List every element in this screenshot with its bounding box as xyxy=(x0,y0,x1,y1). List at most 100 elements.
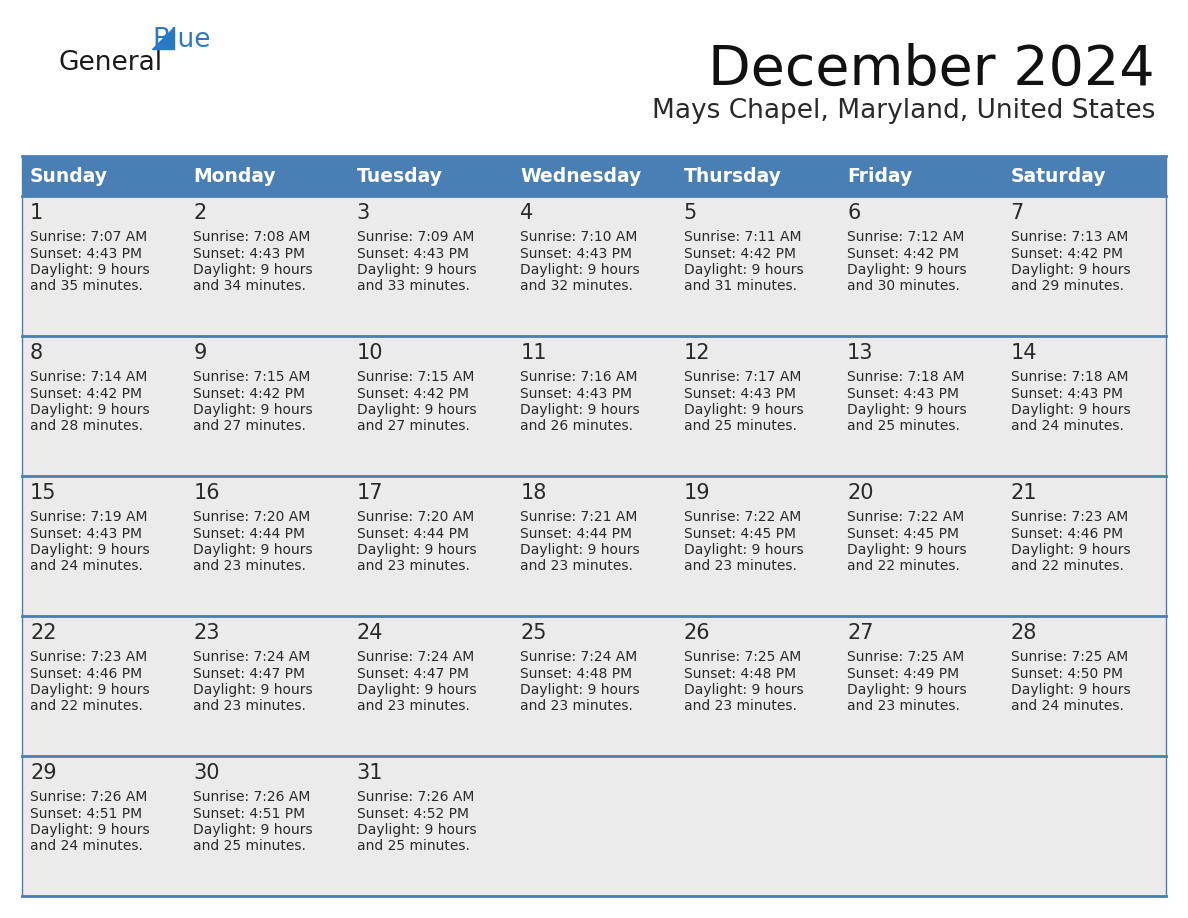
Text: Sunrise: 7:18 AM: Sunrise: 7:18 AM xyxy=(847,370,965,384)
Text: and 30 minutes.: and 30 minutes. xyxy=(847,279,960,294)
Text: Sunset: 4:43 PM: Sunset: 4:43 PM xyxy=(520,247,632,261)
Bar xyxy=(349,336,512,476)
Text: Sunset: 4:47 PM: Sunset: 4:47 PM xyxy=(194,666,305,680)
Text: Sunset: 4:43 PM: Sunset: 4:43 PM xyxy=(847,386,959,400)
Bar xyxy=(1003,336,1165,476)
Text: and 24 minutes.: and 24 minutes. xyxy=(1011,700,1124,713)
Text: Sunset: 4:42 PM: Sunset: 4:42 PM xyxy=(356,386,469,400)
Text: 4: 4 xyxy=(520,203,533,223)
Bar xyxy=(23,476,185,616)
Text: Sunset: 4:44 PM: Sunset: 4:44 PM xyxy=(194,527,305,541)
Text: 8: 8 xyxy=(30,343,43,363)
Text: and 22 minutes.: and 22 minutes. xyxy=(847,559,960,574)
Text: 2: 2 xyxy=(194,203,207,223)
Text: Sunset: 4:43 PM: Sunset: 4:43 PM xyxy=(194,247,305,261)
Bar xyxy=(676,336,839,476)
Bar xyxy=(349,756,512,896)
Bar xyxy=(839,196,1003,336)
Text: Blue: Blue xyxy=(152,27,210,53)
Text: and 32 minutes.: and 32 minutes. xyxy=(520,279,633,294)
Text: Tuesday: Tuesday xyxy=(356,166,443,185)
Text: Sunset: 4:43 PM: Sunset: 4:43 PM xyxy=(684,386,796,400)
Text: Sunrise: 7:26 AM: Sunrise: 7:26 AM xyxy=(194,790,311,804)
Text: and 25 minutes.: and 25 minutes. xyxy=(194,839,307,854)
Text: 19: 19 xyxy=(684,483,710,503)
Text: Sunrise: 7:23 AM: Sunrise: 7:23 AM xyxy=(30,650,147,664)
Bar xyxy=(23,756,185,896)
Text: Sunset: 4:42 PM: Sunset: 4:42 PM xyxy=(684,247,796,261)
Text: Daylight: 9 hours: Daylight: 9 hours xyxy=(1011,543,1130,557)
Text: Sunrise: 7:17 AM: Sunrise: 7:17 AM xyxy=(684,370,801,384)
Text: Sunrise: 7:24 AM: Sunrise: 7:24 AM xyxy=(520,650,638,664)
Text: Sunset: 4:42 PM: Sunset: 4:42 PM xyxy=(30,386,143,400)
Bar xyxy=(349,476,512,616)
Text: 25: 25 xyxy=(520,623,546,643)
Text: Sunrise: 7:23 AM: Sunrise: 7:23 AM xyxy=(1011,510,1127,524)
Text: Daylight: 9 hours: Daylight: 9 hours xyxy=(194,543,314,557)
Text: and 26 minutes.: and 26 minutes. xyxy=(520,420,633,433)
Text: and 23 minutes.: and 23 minutes. xyxy=(520,700,633,713)
Text: Sunset: 4:50 PM: Sunset: 4:50 PM xyxy=(1011,666,1123,680)
Text: Daylight: 9 hours: Daylight: 9 hours xyxy=(194,403,314,417)
Text: 15: 15 xyxy=(30,483,57,503)
Bar xyxy=(23,616,185,756)
Text: 6: 6 xyxy=(847,203,860,223)
Text: Daylight: 9 hours: Daylight: 9 hours xyxy=(1011,403,1130,417)
Bar xyxy=(512,756,676,896)
Text: Sunset: 4:49 PM: Sunset: 4:49 PM xyxy=(847,666,959,680)
Text: 16: 16 xyxy=(194,483,220,503)
Text: Sunset: 4:51 PM: Sunset: 4:51 PM xyxy=(30,807,143,821)
Text: Sunrise: 7:12 AM: Sunrise: 7:12 AM xyxy=(847,230,965,244)
Text: Daylight: 9 hours: Daylight: 9 hours xyxy=(30,683,150,697)
Bar xyxy=(839,756,1003,896)
Text: and 23 minutes.: and 23 minutes. xyxy=(356,559,469,574)
Text: Sunset: 4:48 PM: Sunset: 4:48 PM xyxy=(684,666,796,680)
Bar xyxy=(512,616,676,756)
Text: Daylight: 9 hours: Daylight: 9 hours xyxy=(847,263,967,277)
Text: 12: 12 xyxy=(684,343,710,363)
Text: Sunday: Sunday xyxy=(30,166,108,185)
Text: and 22 minutes.: and 22 minutes. xyxy=(30,700,143,713)
Text: 29: 29 xyxy=(30,763,57,783)
Text: 18: 18 xyxy=(520,483,546,503)
Text: December 2024: December 2024 xyxy=(708,43,1155,97)
Text: 1: 1 xyxy=(30,203,43,223)
Text: Sunrise: 7:13 AM: Sunrise: 7:13 AM xyxy=(1011,230,1127,244)
Text: 26: 26 xyxy=(684,623,710,643)
Text: and 33 minutes.: and 33 minutes. xyxy=(356,279,469,294)
Text: and 24 minutes.: and 24 minutes. xyxy=(1011,420,1124,433)
Bar xyxy=(839,336,1003,476)
Text: Sunrise: 7:18 AM: Sunrise: 7:18 AM xyxy=(1011,370,1129,384)
Bar xyxy=(349,616,512,756)
Text: and 25 minutes.: and 25 minutes. xyxy=(684,420,797,433)
Bar xyxy=(185,336,349,476)
Text: and 24 minutes.: and 24 minutes. xyxy=(30,559,143,574)
Text: and 34 minutes.: and 34 minutes. xyxy=(194,279,307,294)
Text: Sunrise: 7:22 AM: Sunrise: 7:22 AM xyxy=(847,510,965,524)
Polygon shape xyxy=(152,27,173,49)
Text: Daylight: 9 hours: Daylight: 9 hours xyxy=(520,683,640,697)
Bar xyxy=(185,476,349,616)
Text: and 23 minutes.: and 23 minutes. xyxy=(356,700,469,713)
Text: 3: 3 xyxy=(356,203,371,223)
Text: and 25 minutes.: and 25 minutes. xyxy=(847,420,960,433)
Text: and 23 minutes.: and 23 minutes. xyxy=(520,559,633,574)
Text: Saturday: Saturday xyxy=(1011,166,1106,185)
Text: and 28 minutes.: and 28 minutes. xyxy=(30,420,143,433)
Text: 21: 21 xyxy=(1011,483,1037,503)
Text: Sunrise: 7:20 AM: Sunrise: 7:20 AM xyxy=(194,510,311,524)
Text: Daylight: 9 hours: Daylight: 9 hours xyxy=(1011,263,1130,277)
Text: Sunrise: 7:08 AM: Sunrise: 7:08 AM xyxy=(194,230,311,244)
Text: 27: 27 xyxy=(847,623,873,643)
Text: Sunset: 4:42 PM: Sunset: 4:42 PM xyxy=(194,386,305,400)
Text: Daylight: 9 hours: Daylight: 9 hours xyxy=(30,543,150,557)
Text: and 25 minutes.: and 25 minutes. xyxy=(356,839,469,854)
Text: Daylight: 9 hours: Daylight: 9 hours xyxy=(684,403,803,417)
Text: 22: 22 xyxy=(30,623,57,643)
Bar xyxy=(349,196,512,336)
Text: Daylight: 9 hours: Daylight: 9 hours xyxy=(1011,683,1130,697)
Text: Sunrise: 7:09 AM: Sunrise: 7:09 AM xyxy=(356,230,474,244)
Text: Sunset: 4:43 PM: Sunset: 4:43 PM xyxy=(30,527,143,541)
Text: 30: 30 xyxy=(194,763,220,783)
Bar xyxy=(185,196,349,336)
